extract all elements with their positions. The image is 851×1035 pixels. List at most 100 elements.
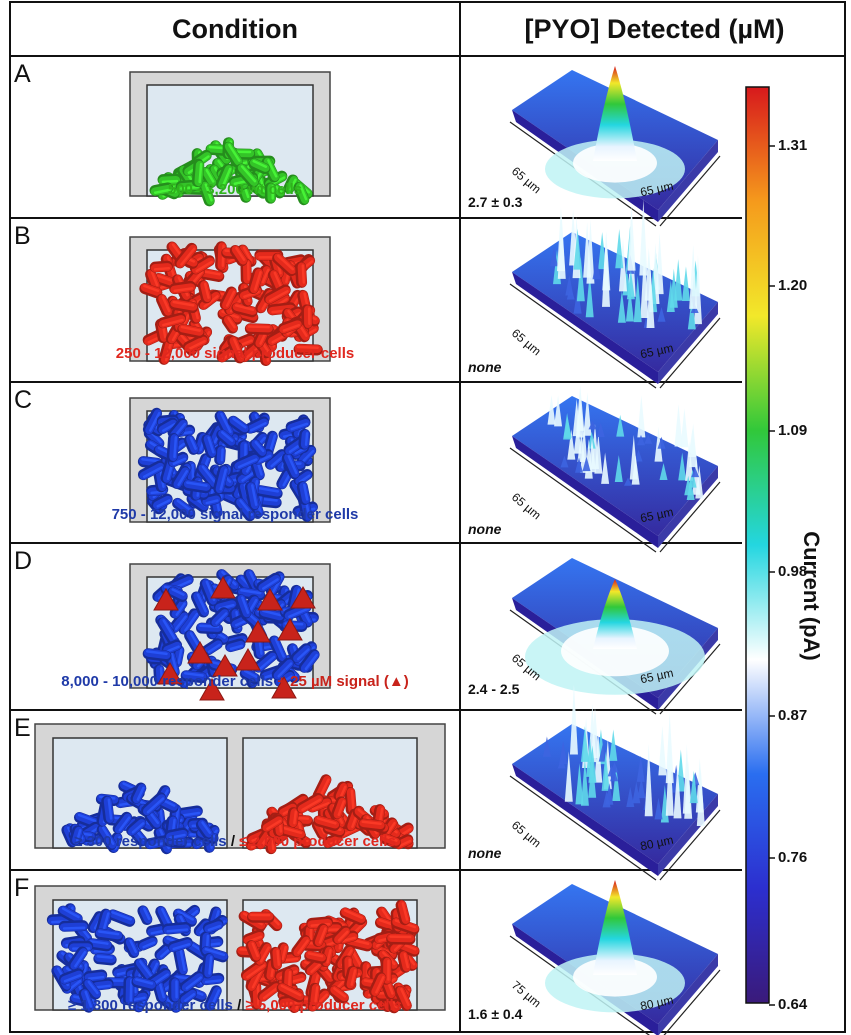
bacterium-cell	[200, 946, 229, 963]
bacterium-cell	[123, 937, 140, 959]
bacterium-cell	[281, 452, 300, 480]
condition-caption: 500 - 3,200 wt cells	[10, 181, 460, 198]
bacterium-cell	[328, 985, 349, 1004]
bacterium-cell	[174, 242, 198, 269]
signal-molecule	[199, 677, 225, 701]
bacterium-cell	[235, 594, 252, 619]
bacterium-cell	[139, 283, 163, 299]
bacterium-cell	[313, 815, 340, 831]
colorbar-tick-label: 0.98	[778, 563, 808, 580]
bacterium-cell	[247, 267, 264, 295]
bacterium-cell	[173, 946, 188, 976]
signal-molecule	[153, 587, 179, 611]
bacterium-cell	[202, 918, 224, 934]
bacterium-cell	[339, 907, 367, 926]
bacterium-cell	[379, 833, 401, 849]
bacterium-cell	[183, 434, 199, 455]
bacterium-cell	[171, 465, 190, 489]
surface-plot	[509, 558, 721, 715]
bacterium-cell	[298, 649, 320, 673]
signal-molecule	[187, 640, 213, 664]
bacterium-cell	[93, 953, 117, 966]
bacterium-cell	[190, 255, 215, 275]
bacterium-cell	[177, 323, 205, 339]
bacterium-cell	[144, 811, 162, 830]
bacterium-cell	[180, 670, 208, 684]
bacterium-cell	[291, 643, 312, 663]
surface-plot	[509, 66, 721, 227]
bacterium-cell	[169, 597, 188, 619]
bacterium-cell	[137, 460, 165, 481]
caption-segment: + 25 µM signal (	[273, 673, 389, 690]
bacterium-cell	[291, 934, 311, 957]
bacterium-cell	[57, 905, 83, 925]
bacterium-cell	[69, 825, 84, 846]
bacterium-cell	[277, 824, 306, 841]
bacterium-cell	[397, 950, 412, 973]
bacterium-cell	[137, 905, 153, 925]
signal-molecule	[212, 653, 238, 677]
condition-caption: ≥ 300 responder cells / ≤ 2,000 producer…	[10, 833, 460, 850]
bacterium-cell	[222, 141, 243, 168]
bacterium-cell	[244, 481, 260, 511]
bacterium-cell	[269, 946, 283, 971]
bacterium-cell	[257, 981, 281, 1002]
bacterium-cell	[162, 921, 191, 935]
caption-segment: ≥ 5,000 producer cells	[245, 997, 403, 1014]
bacterium-cell	[215, 163, 234, 190]
bacterium-cell	[156, 417, 178, 435]
bacterium-cell	[178, 608, 200, 635]
bacterium-cell	[268, 635, 288, 663]
caption-segment: ≤ 2,000 producer cells	[239, 833, 396, 850]
bacterium-cell	[245, 940, 261, 963]
caption-segment: 250 - 12,000 signal producer cells	[115, 345, 355, 362]
bacterium-cell	[133, 958, 155, 983]
bacterium-cell	[264, 182, 276, 204]
bacterium-cell	[167, 937, 193, 953]
bacterium-cell	[227, 335, 246, 364]
bacterium-cell	[83, 969, 108, 982]
bacterium-cell	[198, 181, 215, 207]
bacterium-cell	[234, 497, 256, 522]
bacterium-cell	[304, 950, 327, 964]
bacterium-cell	[244, 416, 269, 434]
pyo-value: 2.4 - 2.5	[468, 681, 520, 697]
colorbar-tick-label: 0.64	[778, 996, 808, 1013]
condition-caption: 8,000 - 10,000 responder cells + 25 µM s…	[10, 673, 460, 690]
bacterium-cell	[344, 786, 357, 816]
panel-letter: D	[14, 547, 33, 575]
bacterium-cell	[196, 463, 219, 490]
bacterium-cell	[68, 946, 88, 971]
bacterium-cell	[331, 796, 347, 820]
colorbar-tick-label: 0.87	[778, 707, 808, 724]
bacterium-cell	[298, 428, 311, 450]
bacterium-cell	[260, 814, 284, 833]
bacterium-cell	[145, 268, 161, 292]
bacterium-cell	[293, 181, 310, 206]
caption-segment: ≥ 1,300 responder cells	[67, 997, 233, 1014]
pyo-value: 2.7 ± 0.3	[468, 194, 523, 210]
bacterium-cell	[158, 337, 175, 365]
bacterium-cell	[293, 468, 313, 486]
bacterium-cell	[168, 977, 180, 1003]
bacterium-cell	[395, 899, 411, 926]
bacterium-cell	[253, 650, 278, 673]
bacterium-cell	[209, 607, 230, 627]
bacterium-cell	[332, 925, 351, 945]
caption-segment: /	[232, 997, 246, 1014]
bacterium-cell	[182, 334, 209, 353]
signal-molecule	[290, 585, 316, 609]
bacterium-cell	[271, 657, 295, 680]
bacterium-cell	[296, 792, 324, 814]
bacterium-cell	[276, 982, 305, 1003]
bacterium-cell	[333, 781, 349, 802]
bacterium-cell	[167, 586, 188, 603]
bacterium-cell	[301, 304, 313, 330]
bacterium-cell	[155, 293, 173, 318]
bacterium-cell	[141, 792, 167, 816]
bacterium-cell	[166, 433, 180, 462]
bacterium-cell	[178, 987, 198, 1005]
colorbar-tick-label: 0.76	[778, 849, 808, 866]
bacterium-cell	[131, 976, 157, 992]
